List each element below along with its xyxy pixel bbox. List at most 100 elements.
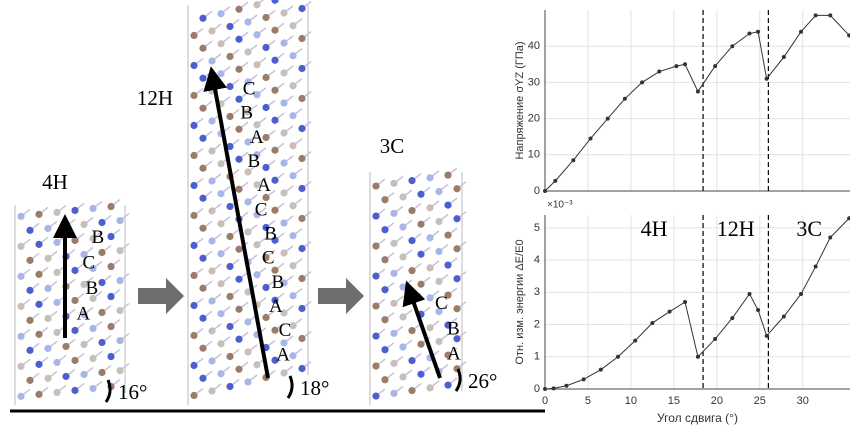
atom	[399, 313, 407, 321]
atom	[262, 253, 270, 262]
atom	[217, 220, 225, 228]
atom	[199, 194, 207, 202]
stacking-letter: A	[77, 304, 91, 325]
atom	[217, 370, 225, 378]
data-point	[713, 64, 718, 69]
atom	[98, 278, 106, 287]
data-point	[633, 338, 638, 343]
atom	[107, 202, 115, 211]
data-point	[781, 314, 786, 319]
angle-arc	[104, 379, 112, 403]
stacking-letter: B	[240, 103, 253, 124]
atom	[444, 351, 452, 359]
atom	[235, 65, 243, 73]
atom	[235, 125, 243, 133]
y-tick-label: 30	[528, 76, 540, 88]
stacking-letter: B	[86, 278, 99, 299]
atom	[271, 206, 279, 214]
atom	[435, 337, 443, 346]
atom	[289, 82, 297, 90]
atom	[226, 292, 234, 301]
atom	[116, 216, 124, 225]
atom	[17, 392, 25, 400]
atom	[244, 318, 252, 326]
x-tick-label: 20	[711, 395, 723, 407]
cell-outline	[369, 172, 463, 405]
atom	[262, 73, 270, 82]
x-tick-label: 25	[754, 395, 766, 407]
atom	[444, 291, 452, 299]
atom	[190, 121, 198, 130]
stacking-letter: A	[257, 175, 271, 196]
y-tick-label: 1	[534, 351, 540, 363]
atom	[253, 91, 261, 99]
atom	[253, 271, 261, 279]
atom	[289, 22, 297, 30]
stacking-letter: B	[92, 227, 105, 248]
atom	[381, 226, 389, 234]
atom	[298, 184, 306, 193]
y-axis-label: Отн. изм. энергии ΔE/E0	[514, 239, 526, 364]
data-point	[764, 76, 769, 81]
atom	[298, 274, 306, 283]
data-point	[764, 333, 769, 338]
atom	[262, 223, 270, 232]
stacking-letter: C	[243, 78, 256, 99]
atom	[253, 241, 261, 249]
data-point	[730, 316, 735, 321]
atom	[226, 82, 234, 91]
atom	[98, 218, 106, 227]
atom	[80, 280, 88, 289]
atom	[244, 348, 252, 356]
atom	[35, 270, 43, 278]
atom	[62, 342, 70, 351]
data-point	[781, 55, 786, 60]
atom	[208, 207, 216, 215]
atom	[89, 234, 97, 243]
atom	[235, 335, 243, 343]
atom	[417, 250, 425, 258]
atom	[289, 322, 297, 330]
atom	[298, 214, 306, 223]
data-point	[598, 367, 603, 372]
atom	[372, 272, 380, 280]
atom	[444, 321, 452, 329]
atom	[208, 267, 216, 275]
data-point	[683, 62, 688, 67]
data-point	[847, 33, 850, 38]
atom	[280, 159, 288, 167]
atom	[190, 211, 198, 220]
data-point	[828, 13, 833, 18]
atom	[35, 390, 43, 398]
atom	[26, 256, 34, 264]
atom	[444, 171, 452, 179]
atom	[298, 244, 306, 253]
atom	[190, 241, 198, 250]
x-axis-label: Угол сдвига (°)	[657, 411, 738, 425]
atom	[190, 361, 198, 370]
polytype-label: 4H	[42, 170, 68, 194]
stacking-letter: B	[271, 272, 284, 293]
y-tick-label: 0	[534, 185, 540, 197]
atom	[235, 185, 243, 193]
atom	[390, 389, 398, 397]
atom	[71, 386, 79, 395]
data-point	[650, 320, 655, 325]
atom	[190, 271, 198, 280]
polytype-label: 12H	[137, 86, 173, 110]
atom	[408, 207, 416, 215]
atom	[408, 387, 416, 395]
atom	[280, 189, 288, 197]
atom	[271, 116, 279, 124]
data-point	[695, 354, 700, 359]
atom	[390, 359, 398, 367]
atom	[262, 13, 270, 22]
atom	[280, 369, 288, 377]
data-point	[799, 29, 804, 34]
atom	[372, 302, 380, 310]
atom	[235, 5, 243, 13]
atom	[417, 280, 425, 288]
atom	[390, 329, 398, 337]
atom	[217, 40, 225, 48]
stacking-letter: B	[264, 223, 277, 244]
